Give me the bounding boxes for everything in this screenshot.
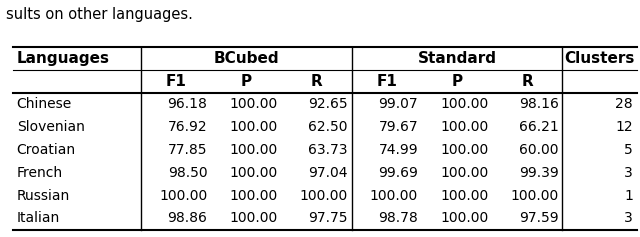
Text: 100.00: 100.00: [440, 189, 488, 203]
Text: 100.00: 100.00: [440, 120, 488, 134]
Text: 99.39: 99.39: [519, 166, 559, 180]
Text: 74.99: 74.99: [378, 143, 418, 157]
Text: 100.00: 100.00: [229, 189, 278, 203]
Text: 79.67: 79.67: [378, 120, 418, 134]
Text: 99.69: 99.69: [378, 166, 418, 180]
Text: 100.00: 100.00: [229, 97, 278, 111]
Text: 97.59: 97.59: [519, 211, 559, 225]
Text: Standard: Standard: [417, 51, 497, 66]
Text: Italian: Italian: [17, 211, 60, 225]
Text: 77.85: 77.85: [168, 143, 207, 157]
Text: 100.00: 100.00: [300, 189, 348, 203]
Text: Croatian: Croatian: [17, 143, 76, 157]
Text: P: P: [241, 74, 252, 89]
Text: 98.78: 98.78: [378, 211, 418, 225]
Text: 98.86: 98.86: [168, 211, 207, 225]
Text: French: French: [17, 166, 63, 180]
Text: F1: F1: [376, 74, 397, 89]
Text: 100.00: 100.00: [229, 166, 278, 180]
Text: 100.00: 100.00: [229, 211, 278, 225]
Text: 12: 12: [615, 120, 633, 134]
Text: 97.75: 97.75: [308, 211, 348, 225]
Text: 100.00: 100.00: [159, 189, 207, 203]
Text: 66.21: 66.21: [519, 120, 559, 134]
Text: sults on other languages.: sults on other languages.: [6, 7, 193, 22]
Text: 100.00: 100.00: [510, 189, 559, 203]
Text: Chinese: Chinese: [17, 97, 72, 111]
Text: 100.00: 100.00: [440, 211, 488, 225]
Text: BCubed: BCubed: [214, 51, 279, 66]
Text: 92.65: 92.65: [308, 97, 348, 111]
Text: Russian: Russian: [17, 189, 70, 203]
Text: Languages: Languages: [17, 51, 109, 66]
Text: 98.50: 98.50: [168, 166, 207, 180]
Text: 100.00: 100.00: [440, 143, 488, 157]
Text: 3: 3: [624, 211, 633, 225]
Text: 99.07: 99.07: [378, 97, 418, 111]
Text: 60.00: 60.00: [519, 143, 559, 157]
Text: 97.04: 97.04: [308, 166, 348, 180]
Text: 5: 5: [624, 143, 633, 157]
Text: 63.73: 63.73: [308, 143, 348, 157]
Text: 100.00: 100.00: [229, 120, 278, 134]
Text: Slovenian: Slovenian: [17, 120, 84, 134]
Text: 96.18: 96.18: [168, 97, 207, 111]
Text: 1: 1: [624, 189, 633, 203]
Text: 3: 3: [624, 166, 633, 180]
Text: Clusters: Clusters: [564, 51, 635, 66]
Text: 28: 28: [615, 97, 633, 111]
Text: R: R: [522, 74, 533, 89]
Text: 100.00: 100.00: [440, 97, 488, 111]
Text: 76.92: 76.92: [168, 120, 207, 134]
Text: 100.00: 100.00: [229, 143, 278, 157]
Text: P: P: [451, 74, 463, 89]
Text: 100.00: 100.00: [370, 189, 418, 203]
Text: R: R: [310, 74, 323, 89]
Text: 62.50: 62.50: [308, 120, 348, 134]
Text: 98.16: 98.16: [518, 97, 559, 111]
Text: 100.00: 100.00: [440, 166, 488, 180]
Text: F1: F1: [166, 74, 186, 89]
